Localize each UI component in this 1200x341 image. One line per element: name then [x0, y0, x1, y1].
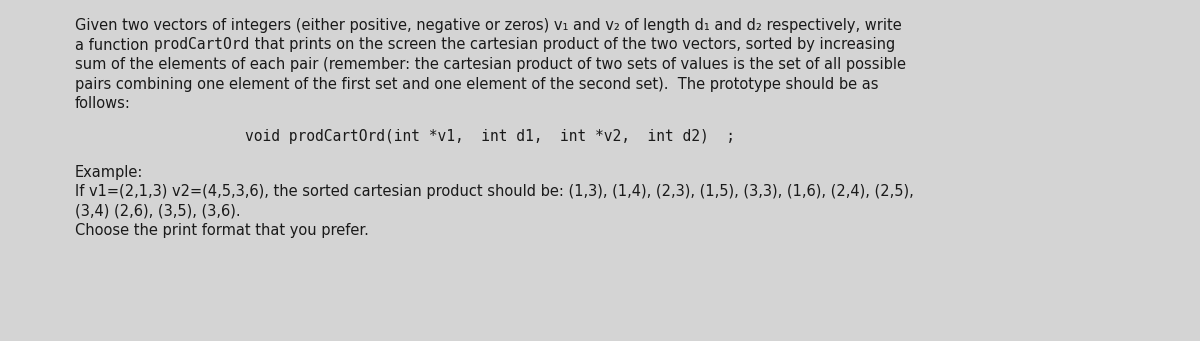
Text: follows:: follows: — [74, 96, 131, 111]
Text: (3,4) (2,6), (3,5), (3,6).: (3,4) (2,6), (3,5), (3,6). — [74, 204, 241, 219]
Text: prodCartOrd: prodCartOrd — [154, 38, 250, 53]
Text: that prints on the screen the cartesian product of the two vectors, sorted by in: that prints on the screen the cartesian … — [250, 38, 895, 53]
Text: Choose the print format that you prefer.: Choose the print format that you prefer. — [74, 223, 368, 238]
Text: If v1=(2,1,3) v2=(4,5,3,6), the sorted cartesian product should be: (1,3), (1,4): If v1=(2,1,3) v2=(4,5,3,6), the sorted c… — [74, 184, 913, 199]
Text: a function: a function — [74, 38, 154, 53]
Text: Example:: Example: — [74, 165, 143, 180]
Text: void prodCartOrd(int *v1,  int d1,  int *v2,  int d2)  ;: void prodCartOrd(int *v1, int d1, int *v… — [245, 130, 734, 145]
Text: pairs combining one element of the first set and one element of the second set).: pairs combining one element of the first… — [74, 76, 878, 91]
Text: Given two vectors of integers (either positive, negative or zeros) v₁ and v₂ of : Given two vectors of integers (either po… — [74, 18, 901, 33]
Text: sum of the elements of each pair (remember: the cartesian product of two sets of: sum of the elements of each pair (rememb… — [74, 57, 906, 72]
